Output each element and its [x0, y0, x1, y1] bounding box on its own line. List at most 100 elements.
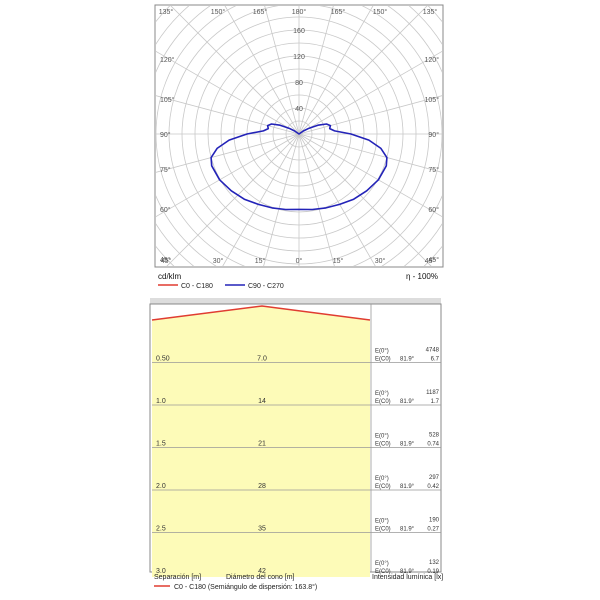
angle-label-right: 75°	[428, 166, 439, 174]
ec-value: 6.7	[431, 357, 440, 363]
table-row: 1.5 21 E(0°) 528 E(C0) 81.9° 0.74	[152, 404, 441, 448]
cone-header-bar	[150, 298, 441, 304]
grid-spoke	[222, 133, 300, 266]
e0-label: E(0°)	[375, 561, 389, 567]
ec-label: E(C0)	[375, 527, 391, 533]
angle-label-bottom: 15°	[255, 257, 266, 265]
angle-label-top: 165°	[331, 8, 346, 16]
separation-value: 2.5	[156, 526, 166, 533]
angle-label-top: 135°	[159, 8, 174, 16]
ec-angle: 81.9°	[400, 527, 415, 533]
grid-spoke	[298, 133, 335, 266]
grid-spoke	[298, 133, 432, 266]
angle-label-bottom: 45°	[161, 257, 172, 265]
table-row: 1.0 14 E(0°) 1187 E(C0) 81.9° 1.7	[152, 362, 441, 405]
cone-apex-fill	[152, 306, 370, 320]
angle-labels: 135° 150° 165° 180° 165° 150° 135° 120° 105° 90° 7…	[159, 8, 439, 265]
grid-spoke	[298, 50, 442, 135]
diameter-value: 7.0	[257, 356, 267, 363]
ec-value: 0.74	[427, 442, 439, 448]
ec-label: E(C0)	[375, 442, 391, 448]
table-row: 3.0 42 E(0°) 132 E(C0) 81.9° 0.19	[152, 532, 441, 575]
angle-label-left: 120°	[160, 56, 175, 64]
angle-label-bottom: 30°	[375, 257, 386, 265]
e0-label: E(0°)	[375, 391, 389, 397]
xlabel-intensity: Intensidad lumínica [lx]	[372, 574, 443, 581]
separation-value: 0.50	[156, 356, 170, 363]
grid-spoke	[264, 6, 300, 135]
grid-spoke	[170, 6, 300, 135]
polar-grid	[156, 6, 442, 266]
grid-spoke	[298, 6, 428, 135]
radial-tick-label: 40	[295, 106, 303, 113]
angle-label-bottom: 15°	[333, 257, 344, 265]
diameter-value: 28	[258, 483, 266, 490]
grid-spoke	[156, 133, 300, 218]
radial-tick-labels: 160 120 80 40	[293, 28, 305, 113]
angle-label-left: 60°	[160, 206, 171, 214]
e0-value: 297	[429, 475, 440, 481]
table-row: 2.0 28 E(0°) 297 E(C0) 81.9° 0.42	[152, 447, 441, 490]
table-row: 2.5 35 E(0°) 190 E(C0) 81.9° 0.27	[152, 489, 441, 533]
xlabel-diameter: Diámetro del cono [m]	[226, 574, 295, 581]
angle-label-left: 105°	[160, 96, 175, 104]
cone-edge-line	[151, 305, 371, 321]
e0-label: E(0°)	[375, 349, 389, 355]
diameter-value: 14	[258, 398, 266, 405]
angle-label-right: 60°	[428, 206, 439, 214]
table-row: 0.50 7.0 E(0°) 4748 E(C0) 81.9° 6.7	[156, 348, 440, 363]
grid-spoke	[298, 6, 374, 135]
e0-label: E(0°)	[375, 476, 389, 482]
angle-label-top: 165°	[253, 8, 268, 16]
diameter-value: 42	[258, 568, 266, 575]
angle-label-top: 150°	[211, 8, 226, 16]
separation-value: 2.0	[156, 483, 166, 490]
angle-label-bottom: 30°	[213, 257, 224, 265]
e0-value: 4748	[426, 348, 440, 354]
xlabel-separation: Separación [m]	[154, 574, 201, 581]
e0-value: 190	[429, 518, 440, 524]
ec-value: 0.19	[427, 569, 439, 575]
angle-label-right: 90°	[428, 131, 439, 139]
angle-label-right: 45°	[428, 256, 439, 264]
ec-label: E(C0)	[375, 399, 391, 405]
radial-tick-label: 160	[293, 28, 305, 35]
radial-tick-label: 120	[293, 54, 305, 61]
grid-spoke	[298, 95, 442, 135]
angle-label-left: 90°	[160, 131, 171, 139]
ec-label: E(C0)	[375, 484, 391, 490]
separation-value: 3.0	[156, 568, 166, 575]
polar-series-curves	[210, 123, 388, 211]
polar-series-c90-c270	[210, 123, 388, 211]
grid-spoke	[224, 6, 300, 135]
cone-legend-label: C0 - C180 (Semiángulo de dispersión: 163…	[174, 583, 317, 591]
grid-spoke	[298, 133, 376, 266]
ec-angle: 81.9°	[400, 484, 415, 490]
angle-label-right: 120°	[425, 56, 440, 64]
grid-spoke	[298, 133, 442, 218]
ec-label: E(C0)	[375, 357, 391, 363]
grid-spoke	[156, 95, 300, 135]
efficiency-label: η - 100%	[406, 272, 438, 281]
ec-label: E(C0)	[375, 569, 391, 575]
grid-spoke	[263, 133, 300, 266]
angle-label-left: 45°	[160, 256, 171, 264]
legend-label-c0: C0 - C180	[181, 283, 213, 290]
grid-spoke	[156, 50, 300, 135]
grid-spoke	[156, 133, 300, 173]
ec-value: 0.27	[427, 527, 439, 533]
ec-value: 0.42	[427, 484, 439, 490]
angle-label-left: 75°	[160, 166, 171, 174]
angle-label-bottom: 45°	[425, 257, 436, 265]
diameter-value: 21	[258, 441, 266, 448]
radial-tick-label: 80	[295, 80, 303, 87]
angle-label-right: 105°	[425, 96, 440, 104]
e0-value: 528	[429, 433, 440, 439]
separation-value: 1.0	[156, 398, 166, 405]
angle-label-top: 180°	[292, 8, 307, 16]
unit-label: cd/klm	[158, 272, 181, 281]
e0-value: 132	[429, 560, 440, 566]
grid-spoke	[298, 133, 442, 173]
